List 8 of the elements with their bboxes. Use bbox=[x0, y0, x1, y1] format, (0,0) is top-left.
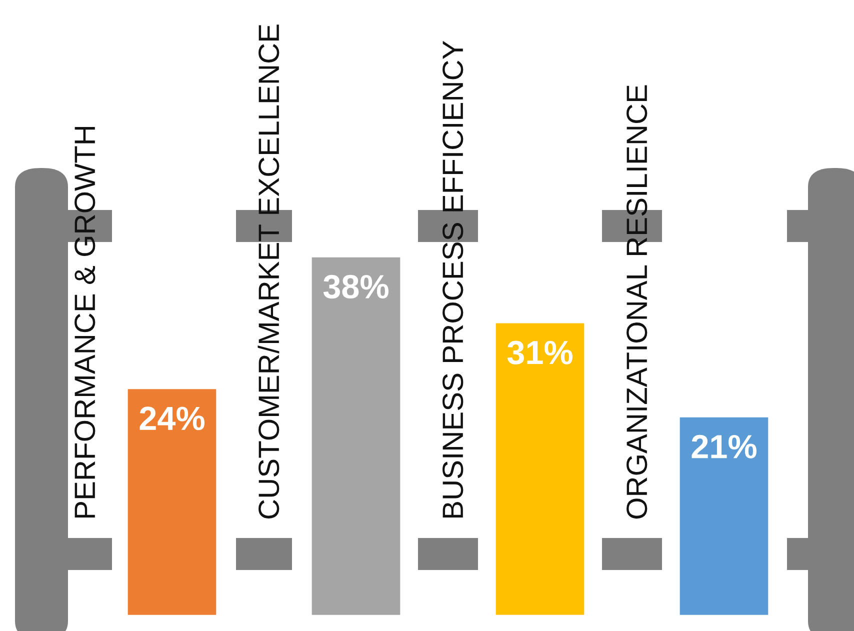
data-label: 31% bbox=[507, 340, 572, 364]
x-tick-label: BUSINESS PROCESS EFFICIENCY bbox=[442, 40, 464, 518]
data-label: 24% bbox=[140, 406, 204, 430]
x-tick-label: PERFORMANCE & GROWTH bbox=[74, 126, 96, 518]
x-tick-label: CUSTOMER/MARKET EXCELLENCE bbox=[258, 24, 280, 518]
x-tick-label: ORGANIZATIONAL RESILIENCE bbox=[626, 85, 648, 519]
data-label: 38% bbox=[323, 274, 388, 299]
data-label: 21% bbox=[692, 434, 756, 458]
